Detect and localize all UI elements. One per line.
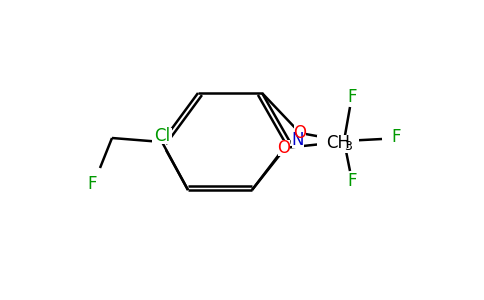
Bar	[294, 125, 306, 141]
Text: F: F	[391, 128, 401, 146]
Bar	[292, 132, 304, 148]
Text: F: F	[347, 88, 357, 106]
Bar	[346, 173, 358, 189]
Bar	[278, 140, 290, 156]
Bar	[390, 129, 402, 145]
Text: N: N	[292, 131, 304, 149]
Text: O: O	[277, 139, 290, 157]
Text: F: F	[347, 172, 357, 190]
Text: 3: 3	[344, 140, 352, 154]
Bar	[317, 135, 359, 153]
Text: F: F	[87, 175, 97, 193]
Bar	[86, 176, 98, 192]
Text: Cl: Cl	[154, 127, 170, 145]
Text: O: O	[293, 124, 306, 142]
Bar	[346, 89, 358, 105]
Bar	[152, 128, 172, 144]
Text: CH: CH	[326, 134, 350, 152]
